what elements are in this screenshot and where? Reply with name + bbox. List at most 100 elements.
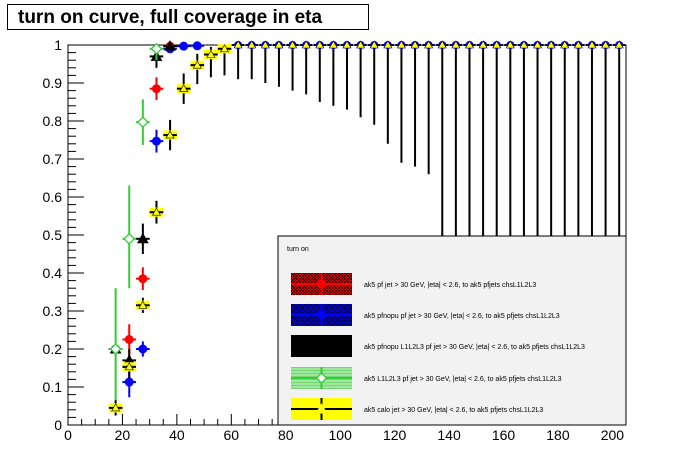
data-point	[136, 223, 150, 254]
y-tick-label: 0.8	[43, 113, 63, 129]
high-pt-point	[259, 40, 272, 83]
y-tick-label: 0.7	[43, 151, 63, 167]
x-tick-label: 80	[278, 427, 294, 443]
high-pt-point	[572, 40, 585, 273]
x-tick-label: 160	[492, 427, 516, 443]
point-marker	[137, 232, 149, 244]
y-tick-label: 0.1	[43, 379, 63, 395]
point-marker	[150, 42, 163, 55]
high-pt-point	[395, 40, 408, 163]
data-point	[190, 41, 205, 51]
data-point	[108, 288, 123, 410]
legend-label: ak5 calo jet > 30 GeV, |eta| < 2.6, to a…	[364, 407, 543, 414]
y-tick-label: 0.3	[43, 303, 63, 319]
high-pt-point	[449, 40, 462, 273]
y-tick-label: 0	[54, 417, 62, 433]
legend-label: ak5 L1L2L3 pf jet > 30 GeV, |eta| < 2.6,…	[364, 376, 562, 383]
point-marker	[136, 116, 149, 129]
y-tick-label: 0.5	[43, 227, 63, 243]
legend-marker	[317, 310, 326, 320]
high-pt-point	[232, 40, 245, 80]
y-tick-label: 1	[54, 37, 62, 53]
data-point	[176, 41, 191, 51]
point-marker	[179, 41, 189, 51]
legend-entry: ak5 calo jet > 30 GeV, |eta| < 2.6, to a…	[291, 398, 543, 420]
data-point	[136, 341, 150, 357]
high-pt-point	[272, 40, 285, 87]
legend-entry: ak5 pf jet > 30 GeV, |eta| < 2.6, to ak5…	[291, 273, 536, 295]
calo-point	[204, 46, 218, 78]
legend-box	[277, 235, 627, 426]
x-tick-label: 0	[64, 427, 72, 443]
high-pt-point	[531, 40, 544, 273]
calo-point	[176, 73, 191, 104]
point-marker	[109, 343, 122, 355]
point-marker	[138, 344, 148, 354]
legend-marker	[315, 372, 328, 384]
x-tick-label: 100	[329, 427, 353, 443]
high-pt-point	[463, 40, 476, 273]
high-pt-point	[558, 40, 571, 273]
high-pt-point	[477, 40, 490, 273]
data-point	[136, 267, 150, 291]
high-pt-point	[300, 40, 313, 95]
legend-entry: ak5 pfnopu L1L2L3 pf jet > 30 GeV, |eta|…	[291, 335, 585, 357]
legend-marker	[315, 339, 328, 351]
legend-entry: ak5 L1L2L3 pf jet > 30 GeV, |eta| < 2.6,…	[291, 367, 562, 389]
point-marker	[151, 84, 161, 94]
data-point	[122, 185, 137, 289]
legend-header: turn on	[287, 246, 309, 253]
high-pt-point	[436, 40, 449, 273]
y-tick-label: 0.2	[43, 341, 63, 357]
high-pt-point	[422, 40, 435, 175]
point-marker	[138, 274, 148, 284]
data-point	[149, 129, 164, 153]
high-pt-point	[381, 40, 394, 144]
x-tick-label: 200	[601, 427, 625, 443]
high-pt-point	[599, 40, 612, 273]
point-marker	[124, 377, 134, 387]
high-pt-point	[354, 40, 367, 118]
high-pt-point	[585, 40, 598, 273]
calo-point	[108, 400, 123, 416]
x-tick-label: 180	[546, 427, 570, 443]
calo-point	[163, 119, 177, 151]
legend-entry: ak5 pfnopu pf jet > 30 GeV, |eta| < 2.6,…	[291, 304, 560, 326]
data-point	[136, 99, 150, 145]
high-pt-point	[504, 40, 517, 273]
point-marker	[192, 41, 202, 51]
chart-title-box: turn on curve, full coverage in eta	[7, 4, 369, 30]
x-tick-label: 120	[383, 427, 407, 443]
high-pt-point	[313, 40, 326, 102]
calo-point	[136, 297, 150, 313]
y-tick-label: 0.6	[43, 189, 63, 205]
x-tick-label: 20	[115, 427, 131, 443]
point-marker	[164, 40, 176, 51]
legend-label: ak5 pfnopu L1L2L3 pf jet > 30 GeV, |eta|…	[364, 344, 585, 351]
high-pt-point	[517, 40, 530, 273]
calo-point	[149, 200, 164, 224]
high-pt-point	[286, 40, 299, 91]
legend-marker	[315, 402, 328, 414]
point-marker	[123, 232, 136, 245]
high-pt-point	[327, 40, 340, 106]
calo-point	[122, 355, 137, 379]
x-tick-label: 40	[169, 427, 185, 443]
high-pt-point	[545, 40, 558, 273]
high-pt-point	[613, 40, 626, 273]
high-pt-point	[368, 40, 381, 125]
high-pt-point	[245, 40, 258, 80]
legend-marker	[317, 279, 326, 289]
legend-label: ak5 pf jet > 30 GeV, |eta| < 2.6, to ak5…	[364, 282, 536, 289]
calo-point	[190, 53, 205, 85]
y-tick-label: 0.9	[43, 75, 63, 91]
chart-title: turn on curve, full coverage in eta	[18, 7, 323, 28]
x-tick-label: 140	[437, 427, 461, 443]
high-pt-point	[490, 40, 503, 273]
point-marker	[124, 335, 134, 344]
high-pt-point	[341, 40, 353, 110]
legend-label: ak5 pfnopu pf jet > 30 GeV, |eta| < 2.6,…	[364, 313, 560, 320]
high-pt-point	[409, 40, 422, 167]
x-tick-label: 60	[224, 427, 240, 443]
